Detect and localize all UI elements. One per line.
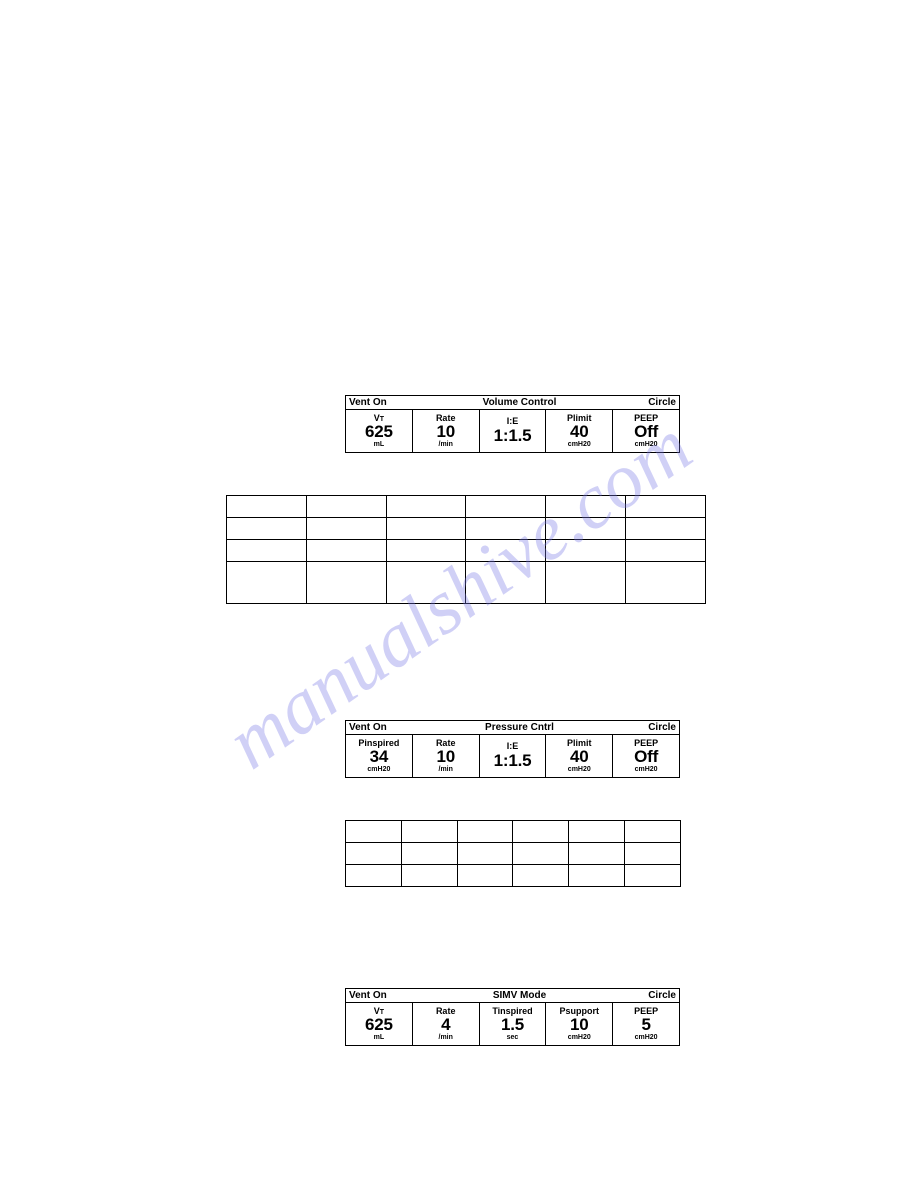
table-row [346,821,681,843]
param-unit: sec [480,1034,546,1041]
param-rate: Rate 10 /min [413,735,480,777]
param-unit: cmH20 [546,1034,612,1041]
blank-table-1 [226,495,706,604]
param-value: 625 [346,1016,412,1034]
vent-mode-title: Pressure Cntrl [408,721,631,734]
vent-status: Vent On [346,396,408,409]
param-plimit: Plimit 40 cmH20 [546,735,613,777]
param-rate: Rate 10 /min [413,410,480,452]
param-rate: Rate 4 /min [413,1003,480,1045]
param-value: 1.5 [480,1016,546,1034]
vent-param-row: Pinspired 34 cmH20 Rate 10 /min I:E 1:1.… [346,735,679,777]
param-unit: cmH20 [546,766,612,773]
param-value: 10 [413,748,479,766]
param-ie: I:E 1:1.5 [480,735,547,777]
param-psupport: Psupport 10 cmH20 [546,1003,613,1045]
param-value: 625 [346,423,412,441]
table-row [346,865,681,887]
vent-mode-title: Volume Control [408,396,631,409]
vent-mode-title: SIMV Mode [408,989,631,1002]
param-unit: cmH20 [613,766,679,773]
param-value: 5 [613,1016,679,1034]
param-value: 1:1.5 [480,427,546,445]
vent-param-row: VT 625 mL Rate 10 /min I:E 1:1.5 Plimit … [346,410,679,452]
vent-param-row: VT 625 mL Rate 4 /min Tinspired 1.5 sec … [346,1003,679,1045]
table-row [227,562,706,604]
param-vt: VT 625 mL [346,410,413,452]
table-row [227,540,706,562]
vent-panel-simv-mode: Vent On SIMV Mode Circle VT 625 mL Rate … [345,988,680,1046]
table-row [227,518,706,540]
vent-header: Vent On Pressure Cntrl Circle [346,721,679,735]
param-unit: mL [346,441,412,448]
param-value: 4 [413,1016,479,1034]
param-value: 34 [346,748,412,766]
param-pinspired: Pinspired 34 cmH20 [346,735,413,777]
param-value: Off [613,748,679,766]
param-unit: cmH20 [613,1034,679,1041]
param-unit: /min [413,766,479,773]
vent-status: Vent On [346,721,408,734]
vent-panel-volume-control: Vent On Volume Control Circle VT 625 mL … [345,395,680,453]
table-row [346,843,681,865]
param-ie: I:E 1:1.5 [480,410,547,452]
table-row [227,496,706,518]
blank-table-2 [345,820,681,887]
vent-header: Vent On Volume Control Circle [346,396,679,410]
vent-header: Vent On SIMV Mode Circle [346,989,679,1003]
vent-panel-pressure-cntrl: Vent On Pressure Cntrl Circle Pinspired … [345,720,680,778]
param-unit: /min [413,441,479,448]
vent-circuit-type: Circle [631,989,679,1002]
param-peep: PEEP Off cmH20 [613,410,679,452]
param-unit: mL [346,1034,412,1041]
vent-status: Vent On [346,989,408,1002]
param-value: 10 [413,423,479,441]
param-vt: VT 625 mL [346,1003,413,1045]
param-value: Off [613,423,679,441]
param-unit: /min [413,1034,479,1041]
vent-circuit-type: Circle [631,721,679,734]
param-value: 40 [546,423,612,441]
param-unit: cmH20 [613,441,679,448]
vent-circuit-type: Circle [631,396,679,409]
param-value: 1:1.5 [480,752,546,770]
param-peep: PEEP Off cmH20 [613,735,679,777]
param-value: 10 [546,1016,612,1034]
param-unit: cmH20 [346,766,412,773]
param-peep: PEEP 5 cmH20 [613,1003,679,1045]
param-tinspired: Tinspired 1.5 sec [480,1003,547,1045]
param-value: 40 [546,748,612,766]
param-unit: cmH20 [546,441,612,448]
param-plimit: Plimit 40 cmH20 [546,410,613,452]
